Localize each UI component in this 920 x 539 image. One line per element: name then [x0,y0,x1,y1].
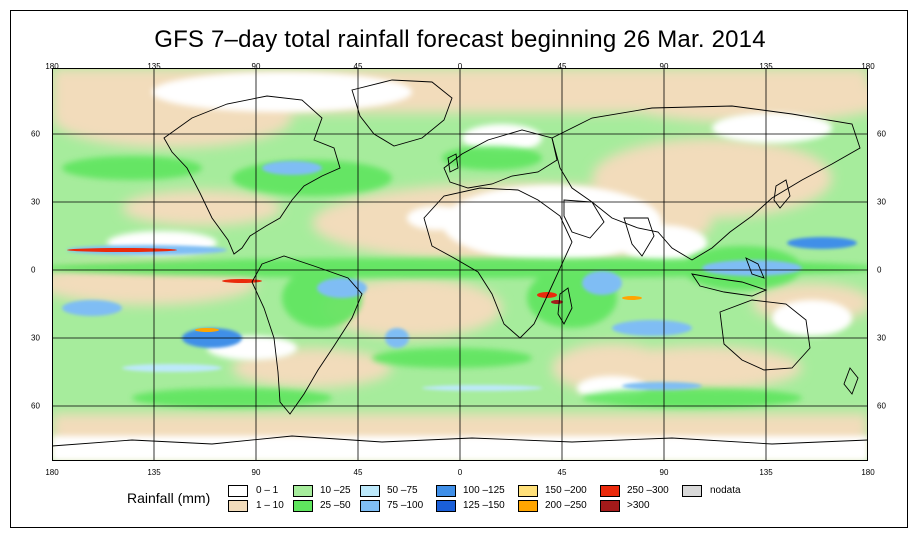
figure-frame [10,10,908,528]
map-border [52,68,868,461]
lon-tick-top: 135 [759,62,773,71]
legend-swatch [360,485,380,497]
lat-tick-right: 0 [877,265,882,275]
legend-label: 250 –300 [627,485,669,496]
lat-tick-left: 30 [31,197,40,207]
lon-tick-top: 180 [45,62,59,71]
lon-tick-bottom: 180 [861,468,875,477]
lon-tick-top: 135 [147,62,161,71]
coastlines [52,79,868,447]
rainfall-map [52,68,868,461]
legend-label: 10 –25 [320,485,351,496]
extreme-rain [67,248,642,332]
map-title: GFS 7–day total rainfall forecast beginn… [154,26,766,53]
legend-swatch [518,485,538,497]
legend-swatch [436,500,456,512]
legend-swatch [293,485,313,497]
legend-label: 50 –75 [387,485,418,496]
legend-label: 0 – 1 [256,485,279,496]
lon-tick-bottom: 135 [759,468,773,477]
lon-tick-bottom: 180 [45,468,59,477]
legend-swatch [518,500,538,512]
lon-tick-bottom: 0 [457,468,463,477]
legend-swatch [228,500,248,512]
legend-label: 25 –50 [320,500,351,511]
legend-label: nodata [710,485,741,496]
lat-tick-left: 30 [31,333,40,343]
legend-title: Rainfall (mm) [127,490,211,506]
lon-tick-bottom: 90 [659,468,669,477]
lon-tick-bottom: 90 [251,468,261,477]
lon-tick-top: 90 [659,62,669,71]
lat-tick-right: 60 [877,129,886,139]
legend-swatch [293,500,313,512]
lon-tick-top: 45 [353,62,363,71]
legend-swatch [682,485,702,497]
legend-label: 125 –150 [463,500,505,511]
lat-tick-left: 60 [31,401,40,411]
lat-tick-right: 60 [877,401,886,411]
lat-tick-right: 30 [877,333,886,343]
lat-tick-right: 30 [877,197,886,207]
lat-tick-left: 0 [31,265,36,275]
legend-swatch [600,485,620,497]
legend-swatch [360,500,380,512]
legend-swatch [436,485,456,497]
legend-swatch [228,485,248,497]
lon-tick-bottom: 45 [353,468,363,477]
legend-label: 100 –125 [463,485,505,496]
lon-tick-top: 0 [457,62,463,71]
lon-tick-bottom: 45 [557,468,567,477]
legend-label: 1 – 10 [256,500,284,511]
legend-swatch [600,500,620,512]
legend-label: >300 [627,500,650,511]
legend-label: 200 –250 [545,500,587,511]
graticule [52,68,868,461]
lon-tick-top: 90 [251,62,261,71]
lon-tick-top: 45 [557,62,567,71]
legend-label: 75 –100 [387,500,424,511]
lon-tick-top: 180 [861,62,875,71]
legend-label: 150 –200 [545,485,587,496]
lat-tick-left: 60 [31,129,40,139]
lon-tick-bottom: 135 [147,468,161,477]
